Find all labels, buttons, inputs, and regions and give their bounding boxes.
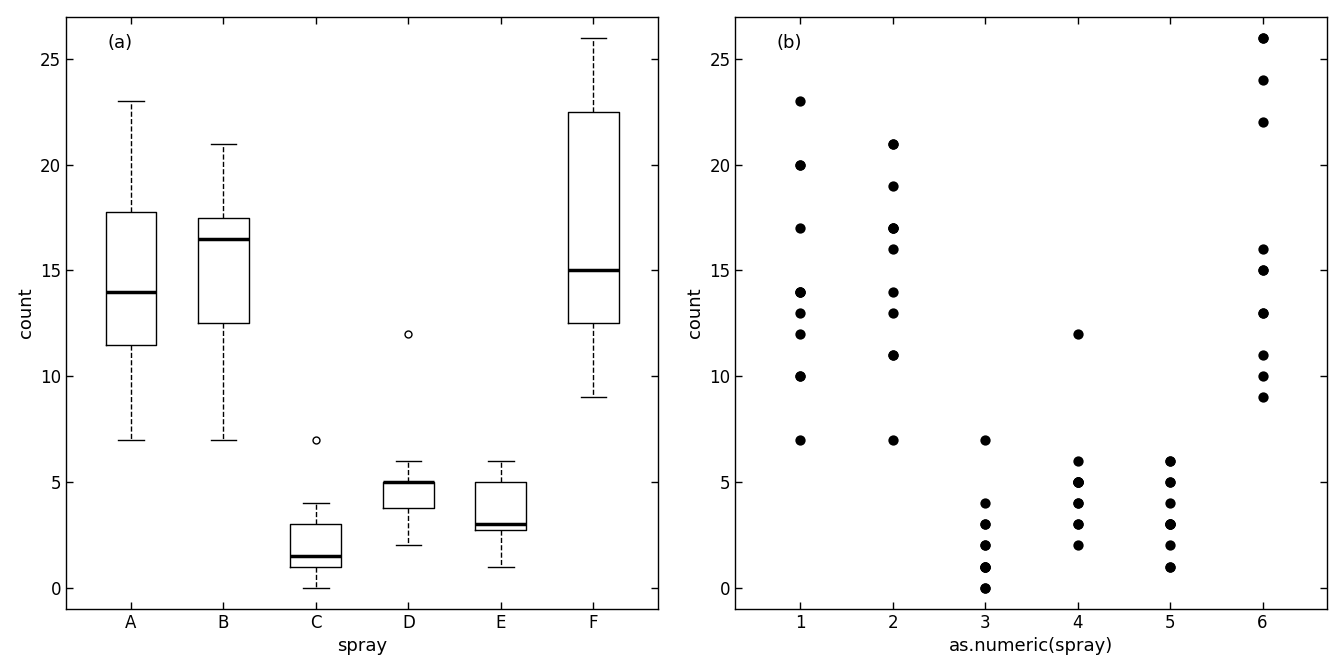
- Point: [1067, 329, 1089, 339]
- Point: [789, 286, 810, 297]
- Point: [789, 159, 810, 170]
- Point: [1067, 540, 1089, 551]
- Point: [1067, 476, 1089, 487]
- Point: [974, 583, 996, 593]
- Point: [789, 96, 810, 107]
- Point: [789, 223, 810, 234]
- Point: [1160, 476, 1181, 487]
- Point: [882, 349, 903, 360]
- Point: [1067, 476, 1089, 487]
- Point: [1251, 75, 1273, 85]
- Point: [789, 329, 810, 339]
- Text: (a): (a): [108, 34, 133, 52]
- Point: [789, 371, 810, 382]
- Y-axis label: count: count: [685, 288, 704, 338]
- Point: [1067, 476, 1089, 487]
- Point: [1160, 540, 1181, 551]
- Point: [1067, 498, 1089, 509]
- Point: [1251, 265, 1273, 276]
- Point: [882, 349, 903, 360]
- Point: [974, 540, 996, 551]
- Point: [1251, 307, 1273, 318]
- Point: [974, 583, 996, 593]
- Point: [1160, 476, 1181, 487]
- Point: [1251, 244, 1273, 255]
- Point: [1251, 265, 1273, 276]
- Point: [974, 561, 996, 572]
- Point: [974, 561, 996, 572]
- Point: [1160, 519, 1181, 530]
- Point: [882, 138, 903, 149]
- Point: [974, 540, 996, 551]
- Point: [974, 519, 996, 530]
- Point: [882, 244, 903, 255]
- Point: [1251, 32, 1273, 43]
- Point: [882, 181, 903, 192]
- Point: [1160, 456, 1181, 466]
- Point: [789, 159, 810, 170]
- Point: [1160, 561, 1181, 572]
- Point: [1067, 519, 1089, 530]
- Point: [1251, 392, 1273, 403]
- Point: [789, 371, 810, 382]
- Point: [974, 519, 996, 530]
- Point: [1160, 519, 1181, 530]
- Point: [1067, 456, 1089, 466]
- Point: [974, 561, 996, 572]
- Point: [1160, 561, 1181, 572]
- X-axis label: as.numeric(spray): as.numeric(spray): [949, 637, 1114, 655]
- Point: [1160, 498, 1181, 509]
- Point: [1160, 519, 1181, 530]
- Point: [789, 286, 810, 297]
- Point: [1067, 519, 1089, 530]
- Y-axis label: count: count: [16, 288, 35, 338]
- Point: [789, 307, 810, 318]
- Point: [882, 223, 903, 234]
- Point: [882, 434, 903, 445]
- Point: [882, 223, 903, 234]
- Point: [1251, 307, 1273, 318]
- Point: [882, 286, 903, 297]
- X-axis label: spray: spray: [337, 637, 387, 655]
- Point: [1067, 476, 1089, 487]
- Point: [789, 434, 810, 445]
- Point: [1067, 476, 1089, 487]
- Point: [1251, 349, 1273, 360]
- Point: [1067, 498, 1089, 509]
- Point: [1251, 32, 1273, 43]
- Point: [1251, 117, 1273, 128]
- Point: [1251, 371, 1273, 382]
- Point: [1160, 456, 1181, 466]
- Text: (b): (b): [777, 34, 802, 52]
- Point: [974, 498, 996, 509]
- Point: [974, 434, 996, 445]
- Point: [882, 307, 903, 318]
- Point: [882, 138, 903, 149]
- Point: [789, 286, 810, 297]
- Point: [974, 561, 996, 572]
- Point: [1160, 519, 1181, 530]
- Point: [882, 223, 903, 234]
